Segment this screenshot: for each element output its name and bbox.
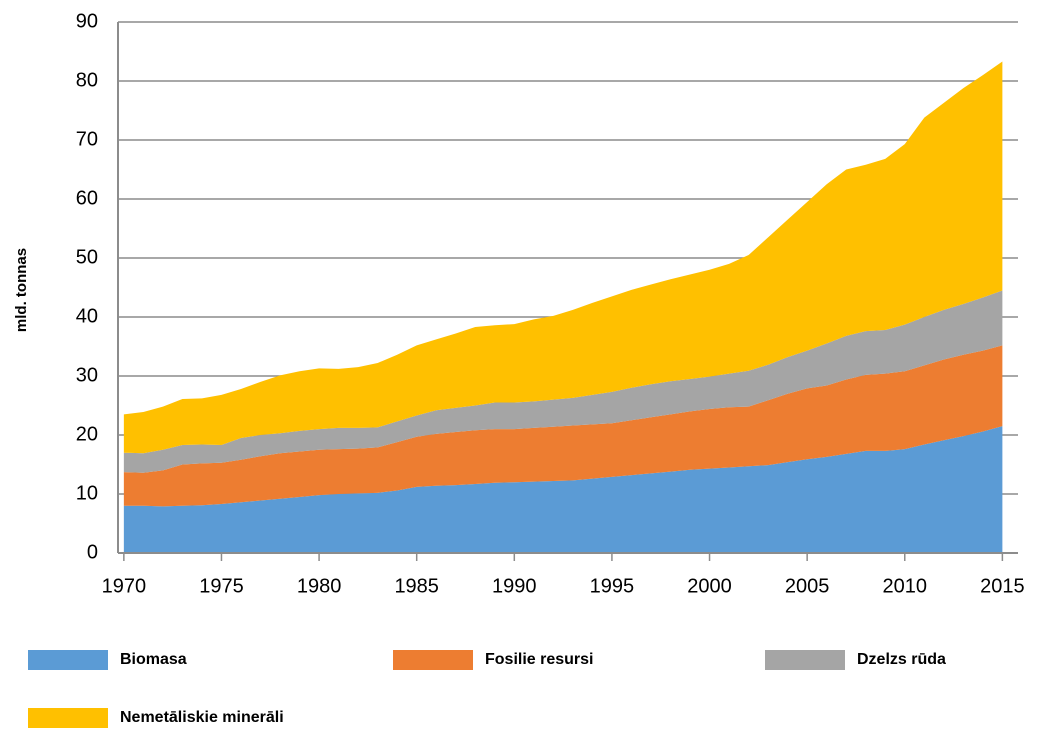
- y-tick-label: 40: [76, 305, 98, 327]
- x-tick-label: 2010: [883, 575, 928, 597]
- y-tick-label: 0: [87, 541, 98, 563]
- legend-swatch: [28, 708, 108, 728]
- x-tick-label: 2000: [687, 575, 732, 597]
- legend-label: Dzelzs rūda: [857, 651, 946, 668]
- x-tick-label: 1990: [492, 575, 537, 597]
- y-tick-label: 80: [76, 69, 98, 91]
- legend-swatch: [28, 650, 108, 670]
- area: [123, 426, 1003, 553]
- x-tick-label: 1995: [590, 575, 635, 597]
- y-tick-label: 30: [76, 364, 98, 386]
- legend-swatch: [393, 650, 473, 670]
- y-tick-label: 20: [76, 423, 98, 445]
- y-axis-label: mld. tonnas: [13, 248, 30, 332]
- area: [123, 290, 1003, 473]
- legend-label: Fosilie resursi: [485, 651, 594, 668]
- legend-label: Nemetāliskie minerāli: [120, 709, 284, 726]
- y-tick-label: 60: [76, 187, 98, 209]
- x-tick-label: 2015: [980, 575, 1025, 597]
- area: [123, 61, 1003, 454]
- x-tick-label: 1980: [297, 575, 342, 597]
- y-tick-label: 50: [76, 246, 98, 268]
- y-tick-label: 90: [76, 10, 98, 32]
- x-tick-label: 1975: [199, 575, 244, 597]
- area: [123, 345, 1003, 507]
- legend-swatch: [765, 650, 845, 670]
- x-tick-label: 1970: [102, 575, 147, 597]
- legend-label: Biomasa: [120, 651, 187, 668]
- x-tick-label: 1985: [394, 575, 439, 597]
- y-tick-label: 10: [76, 482, 98, 504]
- y-tick-label: 70: [76, 128, 98, 150]
- x-tick-label: 2005: [785, 575, 830, 597]
